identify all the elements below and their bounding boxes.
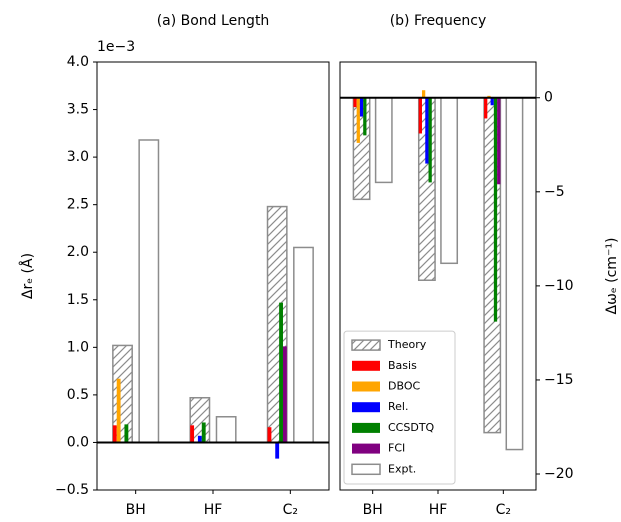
legend-label: CCSDTQ (388, 421, 435, 434)
y-tick-label: 1.0 (67, 339, 89, 355)
legend-label: DBOC (388, 380, 420, 393)
x-tick-label: C₂ (283, 502, 298, 518)
bar (267, 427, 272, 443)
bar (353, 97, 357, 108)
bar (493, 97, 498, 322)
bar (425, 97, 429, 164)
y-axis-label: Δrₑ (Å) (19, 253, 36, 299)
legend-label: Theory (387, 338, 427, 351)
y-tick-label: −15 (544, 372, 574, 388)
bar (359, 97, 364, 117)
axes-frame (96, 61, 330, 491)
bar (201, 422, 206, 443)
legend-label: Basis (388, 359, 417, 372)
bar (497, 97, 501, 185)
bar (490, 97, 494, 106)
legend-label: Expt. (388, 462, 416, 475)
bar (356, 97, 360, 143)
hatched-bar (293, 246, 314, 444)
bar (124, 424, 129, 443)
x-tick-label: BH (363, 502, 383, 518)
y-tick-label: −20 (544, 466, 574, 482)
offset-text: 1e−3 (97, 39, 135, 55)
bar (428, 97, 432, 183)
y-tick-label: −5 (544, 184, 565, 200)
hatched-bar (440, 96, 459, 265)
subplot-title: (a) Bond Length (157, 13, 270, 29)
y-tick-label: 3.0 (67, 149, 89, 165)
y-tick-label: 2.5 (67, 197, 89, 213)
legend-swatch (352, 381, 380, 392)
x-tick-label: HF (429, 502, 448, 518)
bar (418, 97, 422, 134)
hatched-bar (138, 139, 160, 444)
y-tick-label: 0.0 (67, 434, 89, 450)
y-tick-label: −0.5 (55, 482, 89, 498)
x-tick-label: C₂ (496, 502, 511, 518)
y-tick-label: 2.0 (67, 244, 89, 260)
legend-label: FCI (388, 442, 405, 455)
y-tick-label: 1.5 (67, 292, 89, 308)
bar (197, 435, 202, 443)
legend-swatch (352, 402, 380, 413)
bar (112, 425, 117, 443)
legend-swatch (351, 463, 381, 476)
bar (421, 90, 426, 98)
y-tick-label: 0.5 (67, 387, 89, 403)
y-tick-label: 3.5 (67, 102, 89, 118)
y-tick-label: −10 (544, 278, 574, 294)
hatched-bar (505, 96, 524, 451)
bar (363, 97, 367, 136)
hatched-bar (215, 416, 237, 444)
legend-label: Rel. (388, 400, 408, 413)
subplot-title: (b) Frequency (390, 13, 487, 29)
legend-swatch (351, 339, 381, 351)
legend-swatch (352, 422, 380, 433)
x-tick-label: BH (126, 502, 146, 518)
y-tick-label: 4.0 (67, 54, 89, 70)
bar (116, 378, 121, 443)
bar (484, 97, 488, 119)
legend-swatch (352, 360, 380, 371)
legend-swatch (352, 443, 380, 454)
y-tick-label: 0 (544, 90, 553, 106)
bar (282, 346, 287, 443)
hatched-bar (374, 96, 393, 184)
bar (190, 425, 195, 443)
x-tick-label: HF (204, 502, 223, 518)
axes-frame (339, 61, 537, 491)
legend: Theory Basis DBOC Rel. CCSDTQ FCI Expt. (343, 330, 456, 485)
y-axis-label: Δωₑ (cm⁻¹) (604, 238, 620, 315)
bar (279, 302, 283, 443)
bar (275, 442, 280, 459)
